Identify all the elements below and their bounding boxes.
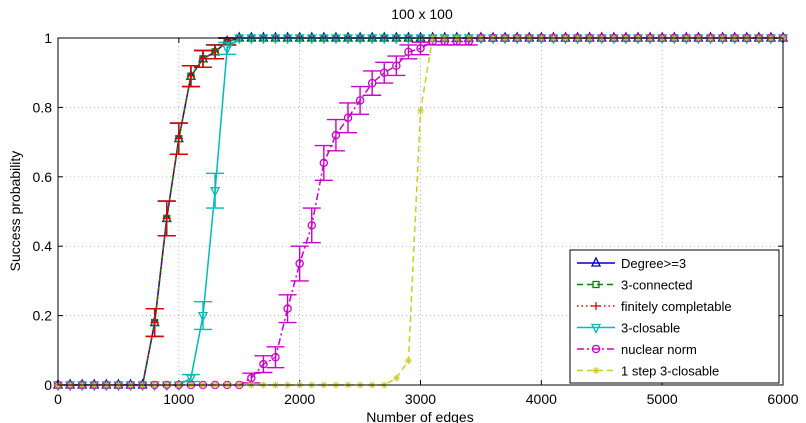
x-tick-label: 3000 bbox=[405, 391, 436, 407]
x-tick-label: 2000 bbox=[284, 391, 315, 407]
y-tick-label: 0 bbox=[44, 377, 52, 393]
legend-label: 1 step 3-closable bbox=[621, 364, 719, 379]
error-bar bbox=[266, 346, 285, 369]
axis-ticks: 0 1000 2000 3000 4000 5000 6000 0 0.2 0.4 0.6 0.8 1 bbox=[33, 30, 799, 407]
data-point bbox=[417, 107, 424, 115]
data-point bbox=[331, 130, 341, 140]
data-point bbox=[404, 357, 412, 365]
data-point bbox=[318, 34, 329, 45]
error-bar bbox=[206, 172, 225, 209]
legend-entry: nuclear norm bbox=[577, 342, 697, 357]
data-point bbox=[379, 34, 390, 45]
x-tick-label: 5000 bbox=[647, 391, 678, 407]
data-point bbox=[404, 47, 413, 57]
error-bar bbox=[375, 61, 394, 84]
data-point bbox=[282, 34, 293, 45]
data-point bbox=[319, 158, 329, 168]
x-tick-label: 0 bbox=[54, 391, 62, 407]
data-point bbox=[210, 187, 221, 198]
data-point bbox=[186, 72, 195, 81]
error-bar bbox=[351, 85, 370, 116]
data-point bbox=[392, 61, 401, 71]
data-point bbox=[416, 44, 425, 53]
legend-entry: 3-closable bbox=[577, 321, 680, 336]
error-bar bbox=[387, 55, 406, 77]
data-point bbox=[355, 34, 366, 45]
legend-marker bbox=[592, 302, 600, 310]
legend-marker bbox=[592, 280, 600, 289]
legend-label: Degree>=3 bbox=[621, 256, 686, 271]
data-point bbox=[307, 221, 316, 230]
plot-border bbox=[57, 37, 784, 386]
data-point bbox=[197, 311, 209, 323]
y-tick-label: 0.4 bbox=[33, 238, 53, 254]
data-point bbox=[403, 34, 414, 45]
error-bar bbox=[326, 118, 345, 152]
data-point bbox=[270, 34, 281, 45]
data-point bbox=[391, 34, 402, 45]
legend-label: 3-connected bbox=[621, 278, 693, 293]
legend-entry: 3-connected bbox=[577, 278, 693, 293]
data-point bbox=[174, 134, 183, 143]
data-point bbox=[295, 259, 304, 268]
error-bar bbox=[314, 144, 333, 181]
data-point bbox=[367, 78, 377, 88]
x-tick-label: 4000 bbox=[526, 391, 557, 407]
legend-marker bbox=[591, 344, 601, 354]
legend-marker bbox=[592, 367, 600, 374]
data-point bbox=[343, 113, 353, 123]
data-point bbox=[258, 34, 269, 45]
data-point bbox=[211, 47, 220, 56]
x-tick-label: 6000 bbox=[767, 391, 798, 407]
error-bar bbox=[254, 355, 273, 374]
data-point bbox=[150, 318, 159, 327]
y-tick-label: 0.2 bbox=[33, 308, 53, 324]
data-point bbox=[259, 359, 268, 369]
error-bar bbox=[339, 102, 357, 134]
legend-entry: finitely completable bbox=[577, 299, 732, 314]
error-bar bbox=[290, 245, 309, 282]
y-tick-label: 0.6 bbox=[33, 169, 53, 185]
x-tick-label: 1000 bbox=[163, 391, 194, 407]
data-point bbox=[392, 374, 400, 382]
error-bar bbox=[302, 207, 321, 244]
legend-label: finitely completable bbox=[621, 299, 732, 314]
data-point bbox=[306, 34, 317, 45]
data-point bbox=[355, 96, 365, 105]
error-bar bbox=[363, 70, 382, 96]
error-bar bbox=[278, 294, 297, 324]
data-point bbox=[271, 352, 280, 362]
legend-marker bbox=[590, 256, 602, 267]
data-point bbox=[330, 34, 341, 45]
y-tick-label: 0.8 bbox=[33, 99, 53, 115]
y-axis-label: Success probability bbox=[7, 151, 23, 272]
y-tick-label: 1 bbox=[44, 30, 52, 46]
data-point bbox=[234, 34, 245, 45]
legend-label: nuclear norm bbox=[621, 342, 697, 357]
data-point bbox=[294, 34, 305, 45]
legend-label: 3-closable bbox=[621, 321, 680, 336]
error-bar bbox=[399, 44, 418, 60]
error-bar bbox=[194, 301, 212, 331]
legend: Degree>=3 3-connected finitely completable… bbox=[569, 249, 780, 384]
data-point bbox=[367, 34, 378, 45]
legend-box bbox=[569, 249, 780, 384]
data-point bbox=[246, 34, 257, 45]
legend-entry: 1 step 3-closable bbox=[577, 364, 719, 379]
data-point bbox=[283, 304, 292, 313]
data-point bbox=[185, 374, 196, 385]
data-point bbox=[379, 68, 389, 77]
data-point bbox=[342, 34, 354, 45]
x-axis-label: Number of edges bbox=[366, 409, 473, 423]
data-point bbox=[199, 54, 207, 63]
chart-title: 100 x 100 bbox=[391, 6, 453, 22]
data-point bbox=[162, 214, 171, 223]
legend-entry: Degree>=3 bbox=[577, 256, 686, 271]
legend-marker bbox=[590, 323, 602, 334]
data-point bbox=[222, 44, 233, 55]
data-point bbox=[415, 34, 426, 45]
